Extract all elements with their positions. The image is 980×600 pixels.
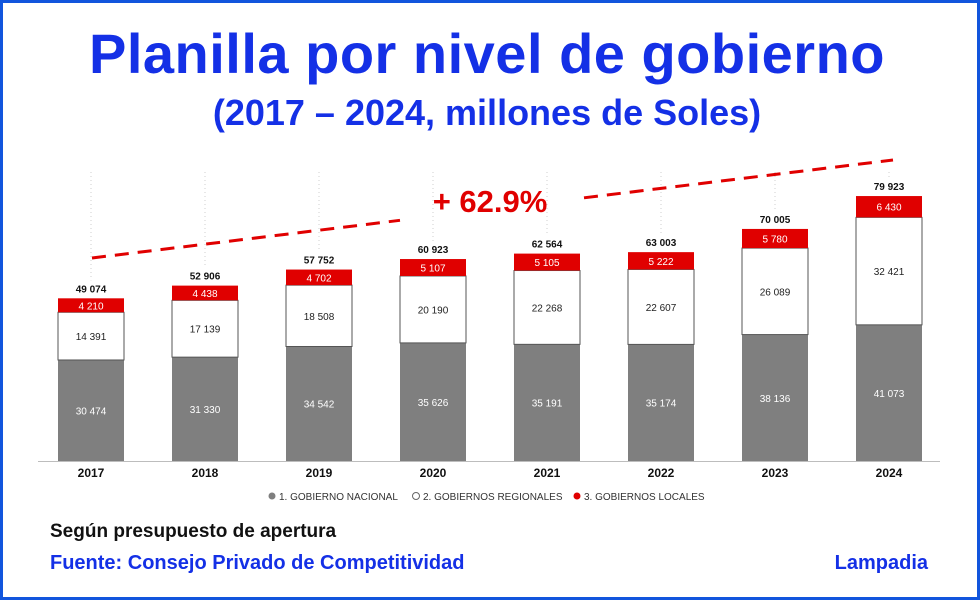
x-tick-label: 2020 <box>420 466 447 480</box>
growth-annotation: + 62.9% <box>433 184 548 219</box>
segment-regionales <box>285 284 353 347</box>
total-label: 52 906 <box>190 272 221 283</box>
segment-regionales <box>57 311 125 361</box>
value-label: 4 702 <box>306 273 331 284</box>
legend-label: 1. GOBIERNO NACIONAL <box>279 492 398 503</box>
value-label: 14 391 <box>76 332 107 343</box>
chart-subtitle: (2017 – 2024, millones de Soles) <box>212 92 762 133</box>
legend-marker <box>412 492 420 500</box>
total-label: 60 923 <box>418 245 449 256</box>
segment-locales <box>400 259 466 276</box>
total-label: 57 752 <box>304 256 335 267</box>
value-label: 32 421 <box>874 267 905 278</box>
legend-label: 2. GOBIERNOS REGIONALES <box>423 492 563 503</box>
total-label: 70 005 <box>760 215 791 226</box>
value-label: 30 474 <box>76 406 107 417</box>
segment-regionales <box>513 270 581 345</box>
segment-nacional <box>856 324 922 461</box>
segment-regionales <box>741 247 809 336</box>
value-label: 6 430 <box>876 203 901 214</box>
value-label: 41 073 <box>874 389 905 400</box>
value-label: 31 330 <box>190 405 221 416</box>
legend-label: 3. GOBIERNOS LOCALES <box>584 492 705 503</box>
x-tick-label: 2019 <box>306 466 333 480</box>
trend-line <box>583 158 894 200</box>
value-label: 5 222 <box>648 257 673 268</box>
segment-locales <box>58 298 124 313</box>
value-label: 5 780 <box>762 235 787 246</box>
segment-locales <box>514 253 580 271</box>
segment-locales <box>742 228 808 249</box>
total-label: 62 564 <box>532 240 563 251</box>
segment-nacional <box>742 334 808 461</box>
value-label: 22 607 <box>646 303 677 314</box>
segment-locales <box>172 285 238 301</box>
total-label: 79 923 <box>874 182 905 193</box>
source-text: Fuente: Consejo Privado de Competitivida… <box>50 552 465 574</box>
segment-regionales <box>627 268 695 345</box>
segment-regionales <box>855 216 923 326</box>
total-label: 49 074 <box>76 284 107 295</box>
segment-nacional <box>286 346 352 461</box>
chart-title: Planilla por nivel de gobierno <box>88 22 886 85</box>
segment-locales <box>286 269 352 286</box>
value-label: 22 268 <box>532 303 563 314</box>
x-tick-label: 2018 <box>192 466 219 480</box>
stacked-bar-chart: 30 474 14 391 4 210 49 074 2017 31 330 17 139 4… <box>38 158 940 503</box>
value-label: 17 139 <box>190 325 221 336</box>
legend-marker <box>268 492 276 500</box>
value-label: 34 542 <box>304 400 335 411</box>
segment-nacional <box>628 344 694 461</box>
legend-marker <box>573 492 581 500</box>
segment-nacional <box>514 344 580 461</box>
x-tick-label: 2022 <box>648 466 675 480</box>
value-label: 4 210 <box>78 301 103 312</box>
brand-text: Lampadia <box>834 552 928 574</box>
segment-regionales <box>399 275 467 344</box>
segment-nacional <box>400 342 466 461</box>
x-tick-label: 2021 <box>534 466 561 480</box>
segment-locales <box>856 196 922 218</box>
x-tick-label: 2024 <box>876 466 903 480</box>
x-tick-label: 2023 <box>762 466 789 480</box>
segment-locales <box>628 252 694 270</box>
value-label: 5 107 <box>420 264 445 275</box>
value-label: 5 105 <box>534 258 559 269</box>
value-label: 35 191 <box>532 399 563 410</box>
value-label: 38 136 <box>760 394 791 405</box>
trend-line <box>91 218 401 260</box>
value-label: 35 174 <box>646 399 677 410</box>
footnote: Según presupuesto de apertura <box>50 521 337 542</box>
value-label: 18 508 <box>304 312 335 323</box>
segment-nacional <box>58 359 124 461</box>
value-label: 20 190 <box>418 305 449 316</box>
value-label: 26 089 <box>760 287 791 298</box>
x-tick-label: 2017 <box>78 466 105 480</box>
total-label: 63 003 <box>646 238 677 249</box>
segment-nacional <box>172 357 238 461</box>
value-label: 35 626 <box>418 398 449 409</box>
value-label: 4 438 <box>192 289 217 300</box>
